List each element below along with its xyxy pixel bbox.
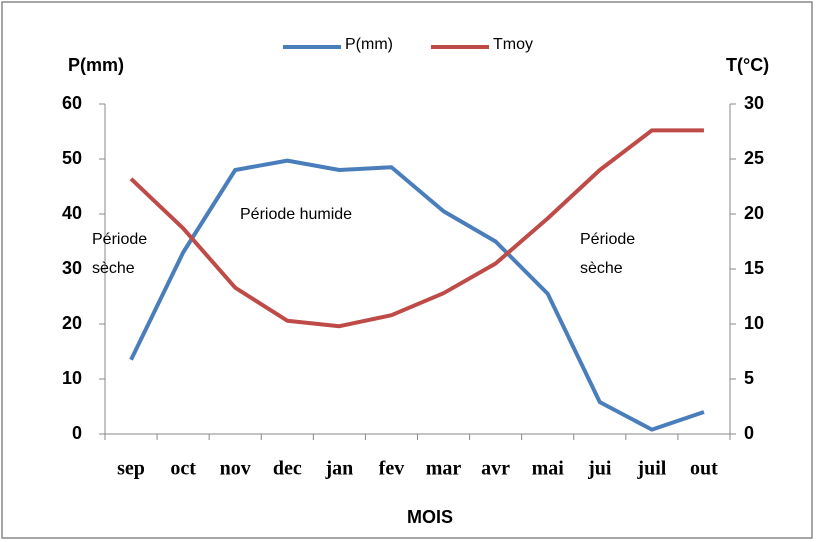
x-axis-label: MOIS <box>407 507 453 527</box>
y-tick-label: 40 <box>62 203 82 223</box>
x-tick-label: mai <box>532 458 565 480</box>
y2-tick-label: 20 <box>744 203 764 223</box>
y-tick-label: 60 <box>62 93 82 113</box>
annotation: Période humide <box>240 206 352 223</box>
legend-label: Tmoy <box>493 36 533 53</box>
x-tick-label: oct <box>170 458 196 480</box>
annotation: Période <box>580 231 635 248</box>
y2-tick-label: 15 <box>744 258 764 278</box>
y2-tick-label: 5 <box>744 368 754 388</box>
annotation: sèche <box>580 260 623 277</box>
x-tick-label: mar <box>426 458 462 480</box>
y-tick-label: 50 <box>62 148 82 168</box>
x-tick-label: juil <box>636 458 666 480</box>
y2-tick-label: 25 <box>744 148 764 168</box>
data-line <box>129 128 704 329</box>
y-tick-label: 0 <box>72 423 82 443</box>
y2-tick-label: 30 <box>744 93 764 113</box>
x-tick-label: nov <box>220 458 251 480</box>
x-tick-label: out <box>690 458 718 480</box>
y-tick-label: 30 <box>62 258 82 278</box>
y2-tick-label: 0 <box>744 423 754 443</box>
y-tick-label: 20 <box>62 313 82 333</box>
annotation: Période <box>92 231 147 248</box>
x-tick-label: avr <box>481 458 510 480</box>
y2-tick-label: 10 <box>744 313 764 333</box>
data-line <box>129 158 705 432</box>
y-axis-label: P(mm) <box>68 55 124 75</box>
y2-axis-label: T(°C) <box>726 55 769 75</box>
annotation: sèche <box>92 260 135 277</box>
legend-label: P(mm) <box>345 36 393 53</box>
x-tick-label: fev <box>379 458 405 480</box>
x-tick-label: dec <box>273 458 302 480</box>
x-tick-label: sep <box>117 458 145 480</box>
y-tick-label: 10 <box>62 368 82 388</box>
x-tick-label: jui <box>587 458 612 480</box>
x-tick-label: jan <box>324 458 353 480</box>
